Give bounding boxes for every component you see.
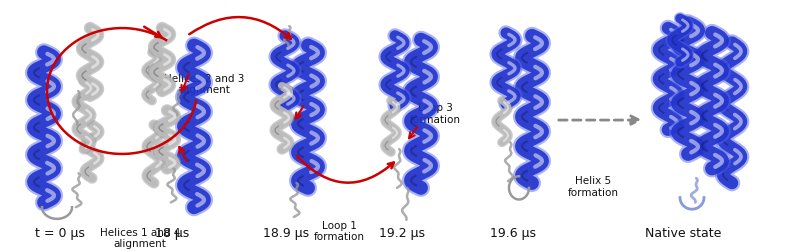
- Text: Helix 5
formation: Helix 5 formation: [567, 176, 618, 197]
- Text: Helices 1 and 4
alignment: Helices 1 and 4 alignment: [100, 227, 180, 248]
- Text: Loop 1
formation: Loop 1 formation: [314, 220, 365, 241]
- Text: Helices 2 and 3
alignment: Helices 2 and 3 alignment: [164, 73, 244, 95]
- Text: 19.6 μs: 19.6 μs: [490, 226, 536, 239]
- Text: Loop 3
formation: Loop 3 formation: [410, 103, 461, 124]
- Text: t = 0 μs: t = 0 μs: [35, 226, 85, 239]
- Text: Native state: Native state: [645, 226, 721, 239]
- Text: 18 μs: 18 μs: [155, 226, 189, 239]
- Text: 19.2 μs: 19.2 μs: [379, 226, 425, 239]
- Text: 18.9 μs: 18.9 μs: [263, 226, 309, 239]
